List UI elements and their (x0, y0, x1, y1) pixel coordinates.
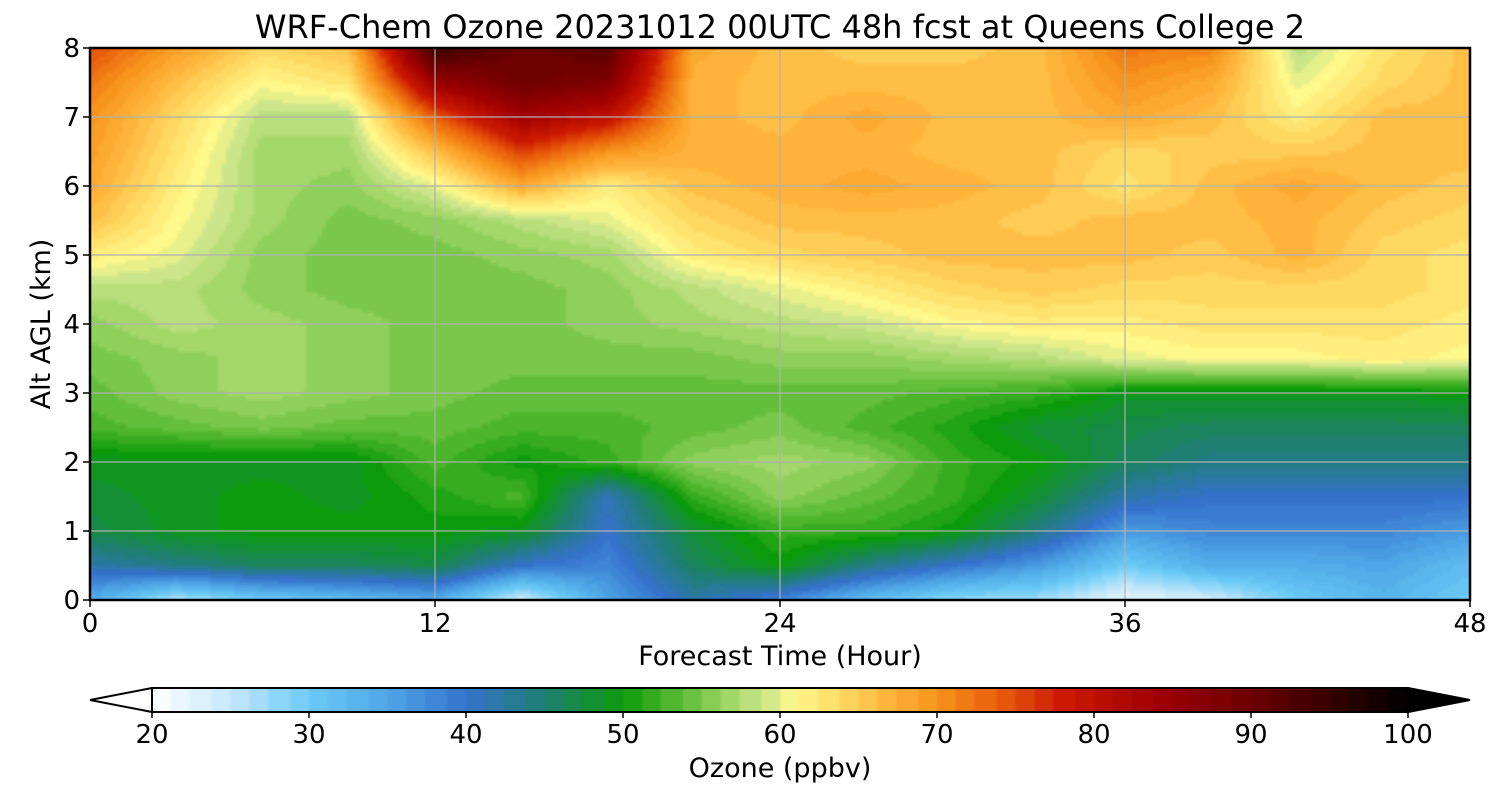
y-tick-label: 7 (63, 103, 80, 133)
y-tick-label: 8 (63, 34, 80, 64)
x-tick-label: 12 (418, 609, 451, 639)
colorbar-tick-label: 90 (1234, 720, 1267, 750)
y-tick-label: 6 (63, 172, 80, 202)
colorbar: 20 30 40 50 60 70 80 90 100 Ozone (ppbv) (89, 686, 1471, 784)
colorbar-tick-label: 30 (292, 720, 325, 750)
x-axis: 0 12 24 36 48 (82, 600, 1487, 639)
colorbar-tick-label: 20 (135, 720, 168, 750)
y-tick-label: 4 (63, 310, 80, 340)
grid (90, 48, 1470, 600)
chart-title: WRF-Chem Ozone 20231012 00UTC 48h fcst a… (255, 8, 1305, 46)
x-tick-label: 48 (1453, 609, 1486, 639)
colorbar-tick-label: 100 (1383, 720, 1433, 750)
colorbar-tick-label: 50 (606, 720, 639, 750)
x-axis-label: Forecast Time (Hour) (638, 641, 922, 672)
colorbar-gradient (152, 688, 1408, 712)
colorbar-tick-label: 70 (920, 720, 953, 750)
colorbar-tick-label: 80 (1077, 720, 1110, 750)
colorbar-tick-label: 60 (763, 720, 796, 750)
y-tick-label: 1 (63, 517, 80, 547)
x-tick-label: 24 (763, 609, 796, 639)
colorbar-ticks: 20 30 40 50 60 70 80 90 100 (135, 712, 1433, 750)
y-axis: 0 1 2 3 4 5 6 7 8 (63, 34, 90, 616)
y-tick-label: 5 (63, 241, 80, 271)
y-tick-label: 0 (63, 586, 80, 616)
colorbar-extend-high (1407, 686, 1471, 714)
x-tick-label: 36 (1108, 609, 1141, 639)
y-axis-label: Alt AGL (km) (26, 239, 57, 410)
y-tick-label: 2 (63, 448, 80, 478)
colorbar-label: Ozone (ppbv) (689, 753, 872, 784)
colorbar-extend-low (89, 686, 153, 714)
y-tick-label: 3 (63, 379, 80, 409)
x-tick-label: 0 (82, 609, 99, 639)
colorbar-tick-label: 40 (449, 720, 482, 750)
